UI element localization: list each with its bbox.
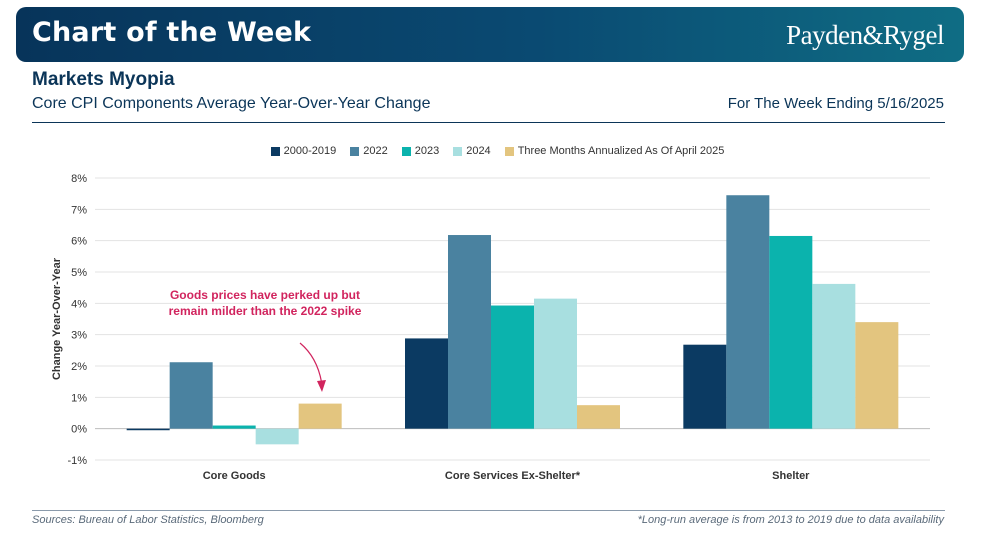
chart-annotation: Goods prices have perked up but remain m… — [160, 287, 370, 319]
bar — [255, 428, 299, 445]
chart-subtitle: Core CPI Components Average Year-Over-Ye… — [32, 95, 431, 112]
bar — [577, 405, 620, 429]
bar — [855, 322, 899, 429]
bar — [534, 298, 577, 429]
annotation-line-2: remain milder than the 2022 spike — [168, 304, 362, 318]
bar — [126, 428, 170, 431]
bar — [298, 403, 342, 429]
chart-legend: 2000-2019 2022 2023 2024 Three Months Annual… — [0, 145, 995, 157]
bar — [812, 283, 856, 429]
y-tick-label: 8% — [71, 173, 87, 185]
y-tick-label: 6% — [71, 236, 87, 248]
brand-logo: Payden&Rygel — [786, 20, 944, 50]
week-ending-label: For The Week Ending 5/16/2025 — [727, 95, 944, 112]
bar — [683, 344, 727, 429]
category-label: Core Goods — [203, 470, 266, 482]
y-axis-title: Change Year-Over-Year — [51, 257, 63, 380]
banner-title: Chart of the Week — [32, 17, 312, 48]
category-label: Shelter — [772, 470, 810, 482]
bar — [491, 305, 534, 429]
bar — [212, 425, 256, 429]
category-label: Core Services Ex-Shelter* — [445, 470, 581, 482]
footer-divider — [32, 510, 945, 511]
annotation-arrowhead — [317, 380, 326, 392]
bar — [169, 362, 213, 429]
legend-label: 2000-2019 — [283, 145, 337, 157]
source-note: Sources: Bureau of Labor Statistics, Blo… — [32, 514, 264, 526]
y-tick-label: 2% — [71, 361, 87, 373]
y-tick-label: 3% — [71, 330, 87, 342]
legend-swatch — [350, 146, 360, 156]
bar — [405, 338, 448, 429]
title-banner: Chart of the Week Payden&Rygel — [16, 7, 964, 62]
legend-label: 2022 — [363, 145, 388, 157]
legend-label: 2023 — [414, 145, 440, 157]
chart-headline: Markets Myopia — [32, 69, 175, 90]
legend-item: Three Months Annualized As Of April 2025 — [504, 145, 725, 157]
legend-swatch — [504, 146, 514, 156]
header-divider — [32, 122, 945, 123]
legend-item: 2000-2019 — [270, 145, 337, 157]
bar — [448, 235, 491, 429]
y-tick-label: 0% — [71, 424, 87, 436]
legend-swatch — [270, 146, 280, 156]
legend-item: 2023 — [401, 145, 440, 157]
annotation-arrow — [299, 342, 323, 386]
legend-label: Three Months Annualized As Of April 2025 — [517, 145, 725, 157]
y-tick-label: 5% — [71, 267, 87, 279]
legend-swatch — [401, 146, 411, 156]
y-tick-label: 1% — [71, 392, 87, 404]
annotation-line-1: Goods prices have perked up but — [169, 288, 361, 302]
legend-item: 2024 — [453, 145, 491, 157]
footnote: *Long-run average is from 2013 to 2019 d… — [637, 514, 944, 526]
bar — [769, 235, 813, 429]
bar — [726, 195, 770, 429]
legend-label: 2024 — [466, 145, 491, 157]
legend-item: 2022 — [350, 145, 388, 157]
y-tick-label: -1% — [67, 455, 87, 467]
y-tick-label: 4% — [71, 298, 87, 310]
y-tick-label: 7% — [71, 204, 87, 216]
legend-swatch — [453, 146, 463, 156]
